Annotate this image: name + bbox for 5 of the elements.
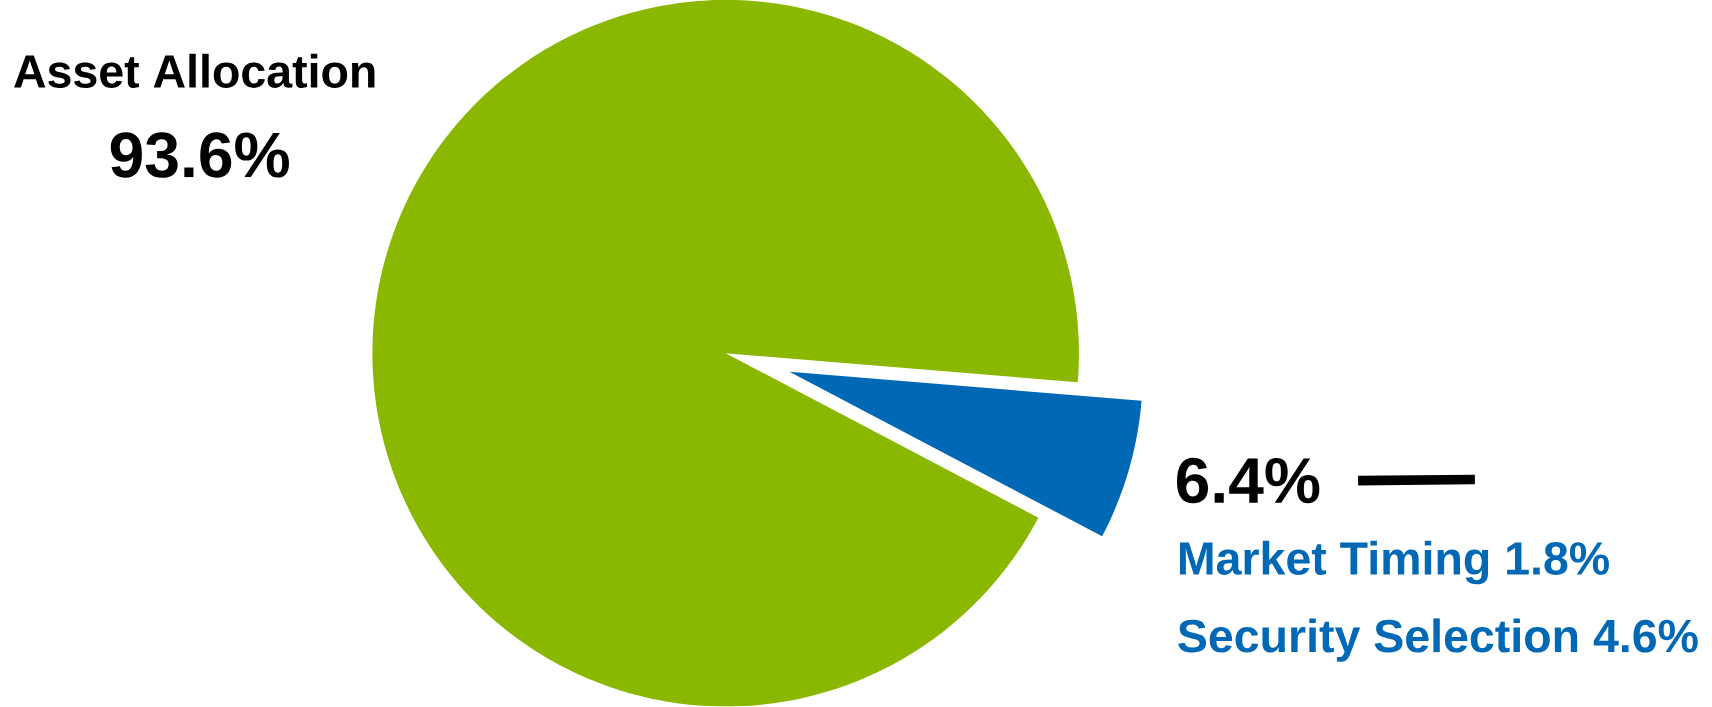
slice-label: Asset Allocation [14, 54, 375, 89]
text: Market Timing 1.8% [1179, 541, 1609, 585]
text: Security Selection 4.6% [1178, 618, 1698, 662]
data-label: 93.6% [110, 132, 289, 179]
data-label: 6.4% [1177, 458, 1320, 504]
